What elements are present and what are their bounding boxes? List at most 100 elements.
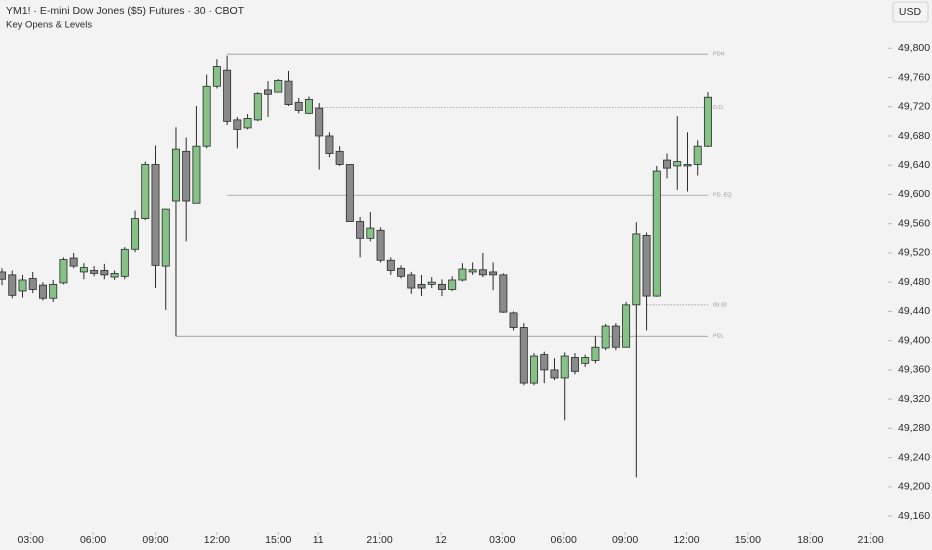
candle-body <box>49 283 58 299</box>
y-tick-label: 49,440 <box>898 305 930 317</box>
candle-body <box>499 274 508 313</box>
candle-body <box>0 271 7 280</box>
candle-body <box>171 148 180 202</box>
candle-body <box>294 101 303 111</box>
x-tick-label: 03:00 <box>489 534 515 546</box>
candle-body <box>489 271 498 276</box>
candle-body <box>38 284 47 299</box>
candle-body <box>560 355 569 379</box>
plot-area: PDH D.O. PD. EQ 09:30 PDL <box>0 52 732 478</box>
y-tick-label: 49,200 <box>898 481 930 493</box>
candle-body <box>581 357 590 364</box>
candle-body <box>611 325 620 348</box>
candle-body <box>591 346 600 361</box>
candle-body <box>151 164 160 266</box>
y-tick-label: 49,600 <box>898 188 930 200</box>
candle-body <box>325 135 334 154</box>
candle-body <box>386 259 395 271</box>
x-tick-label: 03:00 <box>18 534 44 546</box>
candle-body <box>223 69 232 122</box>
level-label: D.O. <box>713 105 725 111</box>
currency[interactable]: USD <box>899 6 922 18</box>
candle-body <box>703 96 712 147</box>
candle-body <box>212 66 221 87</box>
candle-body <box>673 161 682 167</box>
candle-body <box>550 369 559 379</box>
candle-body <box>161 208 170 267</box>
candle-body <box>192 145 201 204</box>
y-tick-label: 49,280 <box>898 422 930 434</box>
candle-body <box>663 159 672 169</box>
x-tick-label: 09:00 <box>142 534 168 546</box>
x-tick-label: 15:00 <box>265 534 291 546</box>
candle-body <box>417 283 426 289</box>
candle-body <box>110 273 119 278</box>
x-tick-label: 18:00 <box>797 534 823 546</box>
candle-body <box>264 89 273 95</box>
candle-body <box>437 283 446 290</box>
x-tick-label: 06:00 <box>80 534 106 546</box>
candle-body <box>458 268 467 281</box>
y-tick-label: 49,720 <box>898 101 930 113</box>
candle-body <box>509 312 518 328</box>
candle-body <box>519 327 528 384</box>
currency-button[interactable] <box>892 1 929 23</box>
candle-body <box>8 274 17 296</box>
candle-body <box>28 278 37 290</box>
candle-body <box>141 164 150 219</box>
candle-body <box>345 164 354 222</box>
candle-body <box>59 259 68 284</box>
level-label: PDH <box>713 52 725 58</box>
y-tick-label: 49,520 <box>898 247 930 259</box>
x-tick-label: 12:00 <box>673 534 699 546</box>
candle-body <box>632 233 641 306</box>
candle-body <box>304 99 313 114</box>
candle-body <box>540 354 549 371</box>
candle-body <box>601 325 610 349</box>
candle-body <box>356 221 365 239</box>
chart-subtitle: Key Opens & Levels <box>6 20 92 31</box>
x-tick-label: 21:00 <box>366 534 392 546</box>
candle-body <box>570 357 579 372</box>
candle-body <box>69 257 78 267</box>
x-tick-label: 12 <box>435 534 447 546</box>
y-tick-label: 49,160 <box>898 510 930 522</box>
candle-body <box>468 269 477 273</box>
candle-body <box>315 107 324 137</box>
candle-body <box>100 270 109 276</box>
y-tick-label: 49,760 <box>898 71 930 83</box>
candle-body <box>376 229 385 261</box>
y-tick-label: 49,360 <box>898 364 930 376</box>
x-tick-label: 12:00 <box>204 534 230 546</box>
y-tick-label: 49,800 <box>898 42 930 54</box>
y-tick-label: 49,400 <box>898 334 930 346</box>
candle-body <box>182 150 191 202</box>
x-tick-label: 06:00 <box>551 534 577 546</box>
candle-body <box>427 281 436 285</box>
y-tick-label: 49,240 <box>898 451 930 463</box>
x-tick-label: 15:00 <box>735 534 761 546</box>
candle-body <box>642 234 651 297</box>
level-label: PDL <box>713 334 724 340</box>
candle-body <box>530 355 539 384</box>
y-tick-label: 49,640 <box>898 159 930 171</box>
candle-body <box>693 145 702 165</box>
candle-body <box>683 164 692 167</box>
candle-body <box>274 80 283 93</box>
candle-body <box>407 274 416 289</box>
candle-body <box>335 150 344 165</box>
y-tick-label: 49,480 <box>898 276 930 288</box>
candle-body <box>622 304 631 348</box>
candle-body <box>397 267 406 277</box>
x-tick-label: 11 <box>313 534 324 546</box>
candle-body <box>253 93 262 121</box>
candle-body <box>478 269 487 276</box>
candle-body <box>233 119 242 130</box>
y-tick-label: 49,320 <box>898 393 930 405</box>
candle-body <box>652 170 661 297</box>
y-tick-label: 49,680 <box>898 130 930 142</box>
level-label: PD. EQ <box>713 193 732 199</box>
candle-body <box>90 270 99 274</box>
